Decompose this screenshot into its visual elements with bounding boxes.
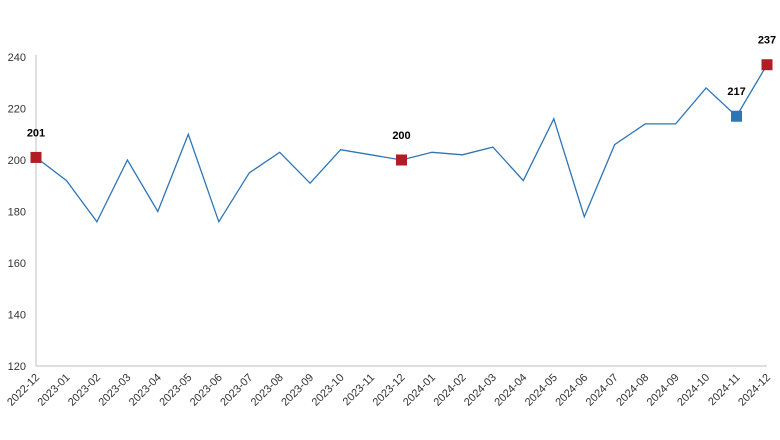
- x-tick-label: 2023-06: [188, 372, 225, 409]
- x-tick-label: 2023-01: [36, 372, 73, 409]
- data-label: 237: [758, 35, 776, 47]
- highlight-marker: [30, 151, 42, 163]
- y-tick-label: 180: [8, 207, 26, 219]
- y-tick-label: 220: [8, 104, 26, 116]
- y-tick-label: 240: [8, 52, 26, 64]
- x-tick-label: 2023-03: [96, 372, 133, 409]
- x-tick-label: 2024-12: [736, 372, 773, 409]
- x-tick-label: 2024-09: [645, 372, 682, 409]
- y-tick-labels: 120 140 160 180 200 220 240: [8, 52, 26, 373]
- x-tick-label: 2024-07: [584, 372, 621, 409]
- x-tick-label: 2023-12: [371, 372, 408, 409]
- x-tick-label: 2024-04: [492, 372, 529, 409]
- y-tick-label: 120: [8, 361, 26, 373]
- series-group: [35, 64, 768, 224]
- data-label: 201: [27, 127, 45, 139]
- x-tick-label: 2024-05: [523, 372, 560, 409]
- x-tick-label: 2023-09: [279, 372, 316, 409]
- x-tick-label: 2024-10: [675, 372, 712, 409]
- series-line: [35, 64, 768, 224]
- y-tick-label: 200: [8, 155, 26, 167]
- y-tick-label: 160: [8, 258, 26, 270]
- highlight-marker: [761, 59, 773, 71]
- y-tick-label: 140: [8, 310, 26, 322]
- x-tick-labels: 2022-122023-012023-022023-032023-042023-…: [5, 372, 773, 409]
- axes-group: [35, 55, 767, 367]
- x-tick-label: 2024-08: [614, 372, 651, 409]
- data-label: 200: [392, 130, 410, 142]
- x-tick-label: 2023-05: [157, 372, 194, 409]
- x-tick-label: 2024-01: [401, 372, 438, 409]
- x-tick-label: 2022-12: [5, 372, 42, 409]
- x-tick-label: 2023-04: [127, 372, 164, 409]
- data-label: 217: [727, 86, 745, 98]
- x-tick-label: 2024-06: [553, 372, 590, 409]
- highlight-markers: [30, 59, 773, 166]
- data-labels: 201 200 217 237: [27, 35, 776, 142]
- x-tick-label: 2023-02: [66, 372, 103, 409]
- x-tick-label: 2023-08: [249, 372, 286, 409]
- x-tick-label: 2024-02: [432, 372, 469, 409]
- x-tick-label: 2024-03: [462, 372, 499, 409]
- x-tick-label: 2023-07: [218, 372, 255, 409]
- highlight-marker: [731, 110, 743, 122]
- highlight-marker: [396, 154, 407, 166]
- x-tick-label: 2023-10: [310, 372, 347, 409]
